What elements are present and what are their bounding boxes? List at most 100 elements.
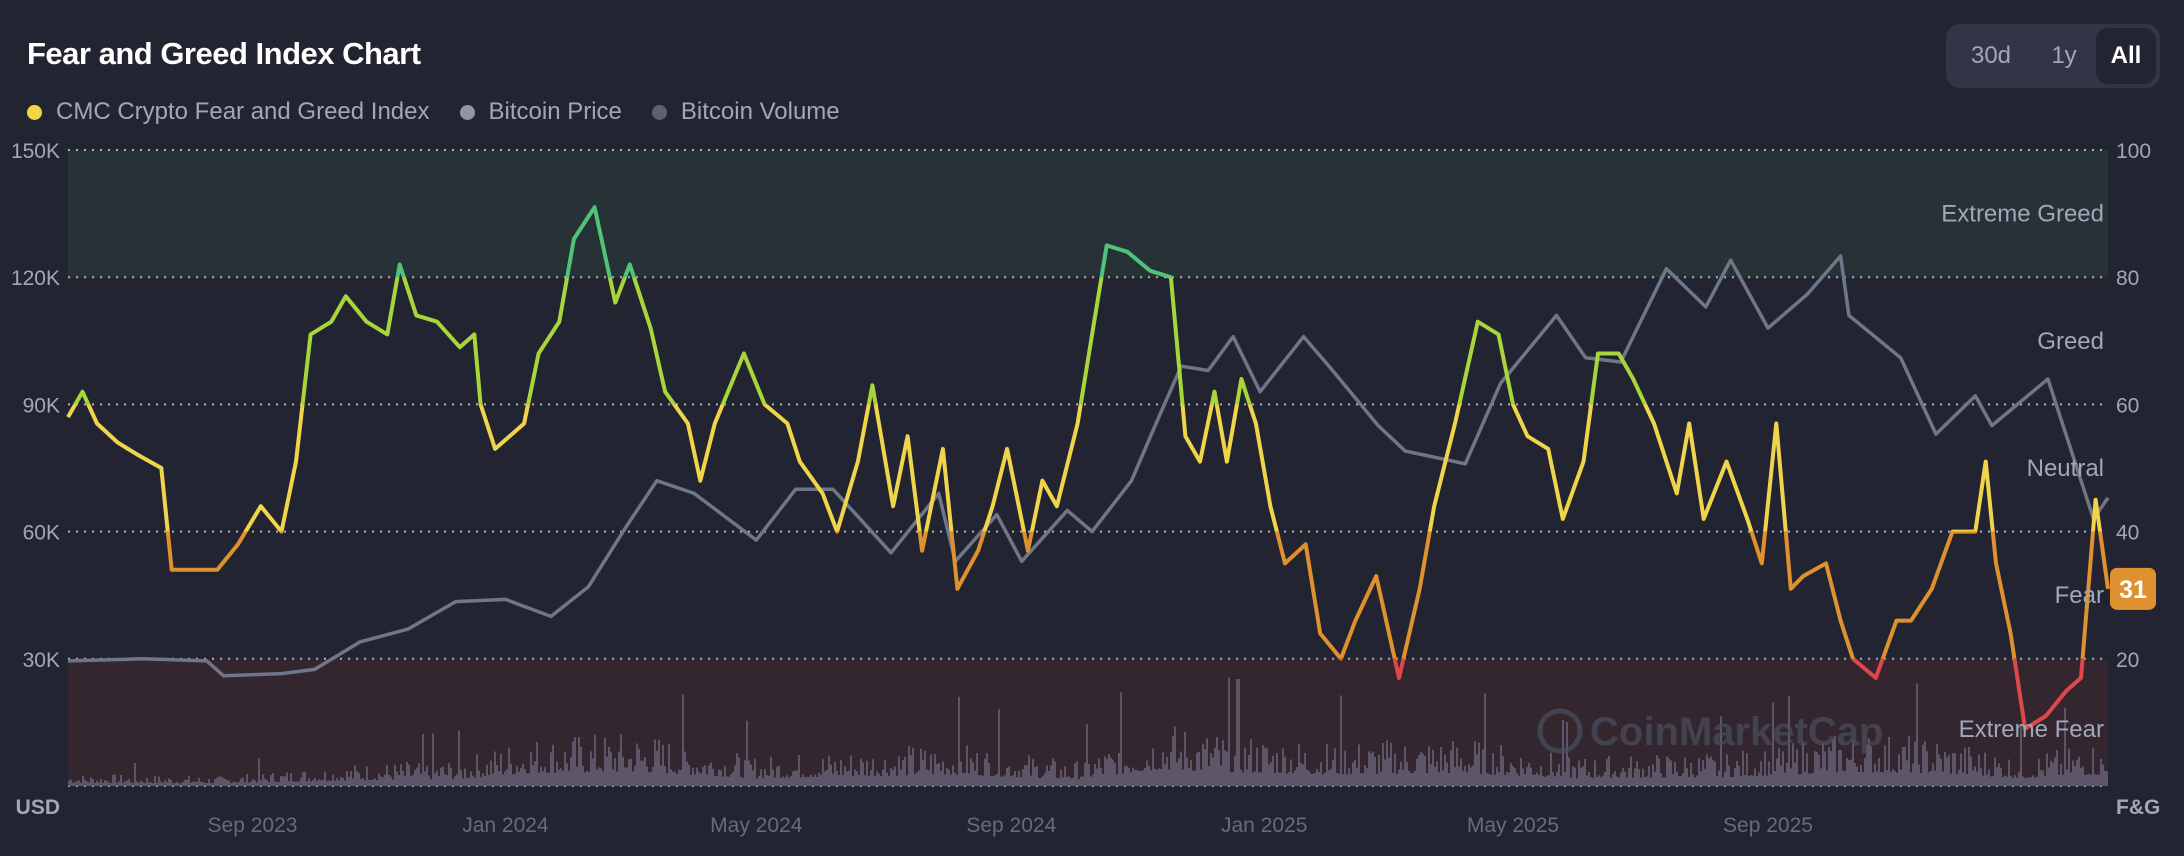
volume-bar xyxy=(1238,678,1240,786)
volume-bar xyxy=(1650,777,1652,786)
volume-bar xyxy=(1152,748,1154,786)
volume-bar xyxy=(378,773,380,786)
volume-bar xyxy=(1816,751,1818,786)
volume-bar xyxy=(1720,716,1722,786)
volume-bar xyxy=(906,775,908,786)
volume-bar xyxy=(912,747,914,786)
volume-bar xyxy=(830,764,832,786)
volume-bar xyxy=(2060,764,2062,786)
volume-bar xyxy=(742,777,744,786)
legend-item-bitcoin-volume[interactable]: Bitcoin Volume xyxy=(651,98,840,126)
volume-bar xyxy=(402,771,404,786)
volume-bar xyxy=(322,779,324,786)
volume-bar xyxy=(1922,744,1924,786)
volume-bar xyxy=(888,775,890,786)
volume-bar xyxy=(1360,773,1362,786)
volume-bar xyxy=(1780,765,1782,786)
volume-bar xyxy=(1618,777,1620,786)
volume-bar xyxy=(316,781,318,786)
volume-bar xyxy=(412,774,414,786)
volume-bar xyxy=(754,758,756,786)
volume-bar xyxy=(1872,772,1874,786)
range-all-button[interactable]: All xyxy=(2096,28,2156,84)
volume-bar xyxy=(1582,766,1584,786)
volume-bar xyxy=(1030,775,1032,786)
watermark: CoinMarketCap xyxy=(1590,710,1883,754)
volume-bar xyxy=(2036,776,2038,786)
volume-bar xyxy=(656,750,658,786)
volume-bar xyxy=(1156,769,1158,786)
volume-bar xyxy=(1160,769,1162,786)
volume-bar xyxy=(566,763,568,786)
volume-bar xyxy=(2062,774,2064,786)
volume-bar xyxy=(1752,775,1754,786)
volume-bar xyxy=(1170,752,1172,786)
volume-bar xyxy=(724,765,726,786)
volume-bar xyxy=(710,762,712,786)
volume-bar xyxy=(980,775,982,786)
volume-bar xyxy=(70,779,72,786)
volume-bar xyxy=(1644,777,1646,786)
volume-bar xyxy=(542,771,544,786)
legend-item-bitcoin-price[interactable]: Bitcoin Price xyxy=(459,98,622,126)
volume-bar xyxy=(1140,770,1142,786)
volume-bar xyxy=(626,767,628,786)
volume-bar xyxy=(1340,695,1342,786)
volume-bar xyxy=(2074,765,2076,786)
volume-bar xyxy=(1154,768,1156,786)
volume-bar xyxy=(820,774,822,786)
volume-bar xyxy=(112,775,114,786)
volume-bar xyxy=(214,778,216,786)
volume-bar xyxy=(876,771,878,786)
volume-bar xyxy=(822,759,824,786)
volume-bar xyxy=(1968,746,1970,786)
volume-bar xyxy=(726,776,728,786)
volume-bar xyxy=(878,773,880,786)
volume-bar xyxy=(2054,757,2056,786)
volume-bar xyxy=(1634,768,1636,786)
volume-bar xyxy=(1032,758,1034,786)
volume-bar xyxy=(988,763,990,786)
volume-bar xyxy=(388,774,390,786)
volume-bar xyxy=(1174,726,1176,786)
volume-bar xyxy=(256,782,258,786)
volume-bar xyxy=(516,765,518,786)
volume-bar xyxy=(1128,767,1130,786)
volume-bar xyxy=(1162,752,1164,786)
volume-bar xyxy=(760,769,762,786)
volume-bar xyxy=(1660,773,1662,786)
volume-bar xyxy=(628,759,630,786)
volume-bar xyxy=(1744,775,1746,786)
volume-bar xyxy=(1118,752,1120,786)
volume-bar xyxy=(1692,774,1694,786)
volume-bar xyxy=(1180,751,1182,786)
volume-bar xyxy=(72,782,74,786)
volume-bar xyxy=(436,770,438,786)
volume-bar xyxy=(1104,756,1106,786)
volume-bar xyxy=(172,783,174,786)
volume-bar xyxy=(1756,776,1758,786)
volume-bar xyxy=(1558,764,1560,786)
volume-bar xyxy=(1024,764,1026,786)
range-1y-button[interactable]: 1y xyxy=(2051,42,2077,69)
legend-item-fear-greed[interactable]: CMC Crypto Fear and Greed Index xyxy=(27,98,430,126)
volume-bar xyxy=(1990,776,1992,786)
volume-bar xyxy=(940,770,942,786)
volume-bar xyxy=(174,782,176,786)
volume-bar xyxy=(1892,769,1894,786)
volume-bar xyxy=(480,777,482,786)
range-30d-button[interactable]: 30d xyxy=(1970,42,2012,69)
volume-bar xyxy=(832,773,834,786)
volume-bar xyxy=(596,769,598,786)
volume-bar xyxy=(2104,770,2106,786)
volume-bar xyxy=(1758,772,1760,786)
volume-bar xyxy=(262,774,264,786)
volume-bar xyxy=(1430,764,1432,786)
volume-bar xyxy=(930,754,932,786)
volume-bar xyxy=(234,781,236,786)
volume-bar xyxy=(616,771,618,786)
volume-bar xyxy=(816,776,818,786)
volume-bar xyxy=(1698,758,1700,786)
volume-bar xyxy=(872,759,874,786)
